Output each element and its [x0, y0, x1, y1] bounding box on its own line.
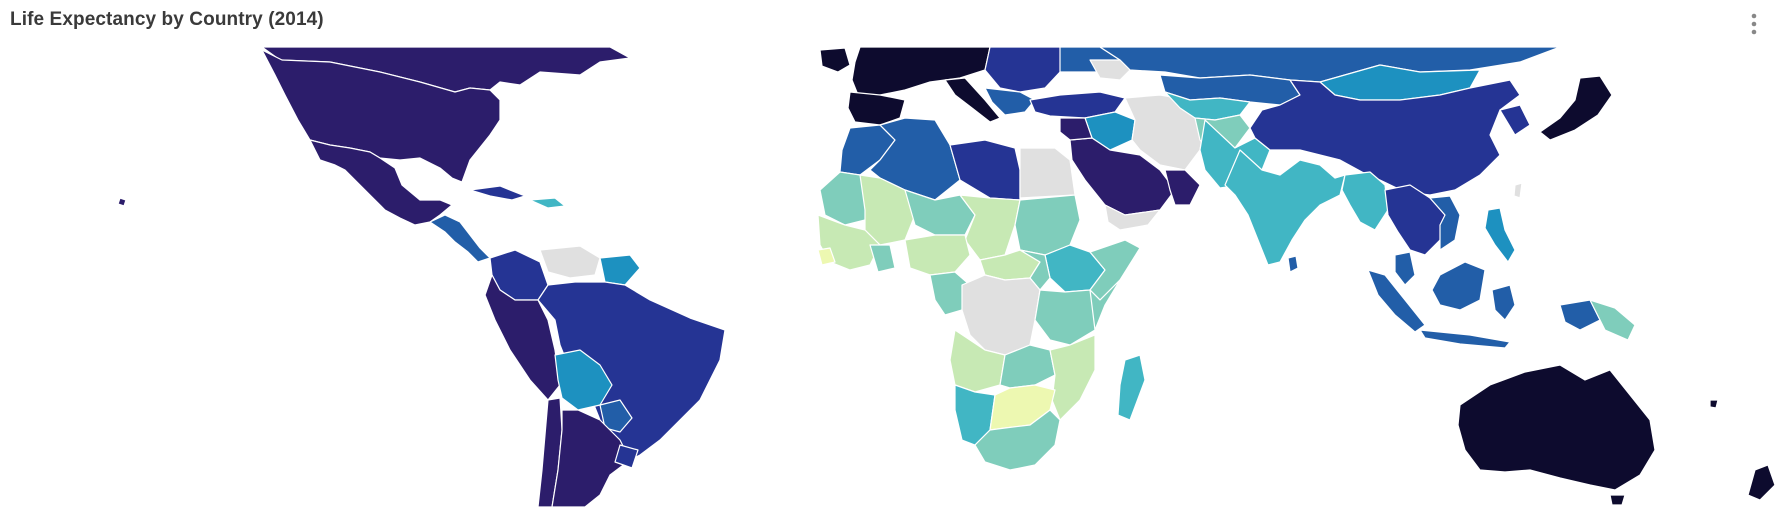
country-china[interactable] [1249, 79, 1521, 196]
country-guianas[interactable] [599, 254, 641, 286]
country-bangladesh-myanmar[interactable] [1341, 171, 1389, 231]
country-philippines[interactable] [1484, 207, 1516, 263]
country-iberia[interactable] [847, 91, 906, 126]
panel-header: Life Expectancy by Country (2014) [0, 0, 1788, 44]
country-india[interactable] [1224, 149, 1346, 266]
more-vertical-icon[interactable] [1740, 10, 1768, 38]
country-balkans[interactable] [984, 87, 1036, 116]
panel-title: Life Expectancy by Country (2014) [10, 9, 324, 30]
country-vietnam[interactable] [1429, 195, 1461, 251]
country-papua-indonesia[interactable] [1559, 299, 1601, 331]
country-zambia[interactable] [999, 344, 1056, 389]
country-mexico[interactable] [309, 139, 453, 226]
country-libya[interactable] [949, 139, 1021, 201]
country-madagascar[interactable] [1117, 354, 1146, 421]
country-nigeria[interactable] [904, 234, 971, 276]
country-hawaii[interactable] [117, 197, 127, 207]
country-caribbean[interactable] [529, 197, 566, 209]
world-map[interactable] [0, 47, 1788, 507]
country-central-america[interactable] [429, 214, 491, 263]
country-uruguay[interactable] [614, 444, 639, 469]
country-sumatra[interactable] [1367, 269, 1426, 333]
country-yemen[interactable] [1104, 204, 1161, 231]
country-sulawesi[interactable] [1491, 284, 1516, 321]
country-mozambique[interactable] [1049, 334, 1096, 421]
country-south-africa[interactable] [974, 409, 1061, 471]
country-australia[interactable] [1457, 364, 1656, 491]
country-thailand-indochina[interactable] [1384, 184, 1446, 256]
country-pacific-islands[interactable] [1709, 399, 1719, 409]
country-tasmania[interactable] [1609, 494, 1626, 506]
country-japan[interactable] [1539, 75, 1613, 141]
country-cuba[interactable] [469, 185, 526, 201]
country-malaysia-peninsula[interactable] [1394, 251, 1416, 286]
country-angola[interactable] [949, 329, 1006, 393]
country-drc[interactable] [961, 274, 1041, 356]
country-israel-jordan[interactable] [1059, 117, 1093, 141]
country-sierra-leone[interactable] [817, 247, 836, 266]
country-borneo[interactable] [1431, 261, 1486, 311]
country-ghana-togo[interactable] [869, 244, 896, 273]
country-kenya-coast[interactable] [1089, 279, 1121, 331]
country-korea[interactable] [1499, 104, 1531, 136]
country-argentina[interactable] [551, 409, 631, 507]
country-java-islands[interactable] [1419, 329, 1511, 349]
country-niger[interactable] [904, 189, 976, 236]
country-taiwan[interactable] [1513, 182, 1523, 199]
country-new-zealand[interactable] [1747, 464, 1776, 501]
country-uk[interactable] [819, 47, 851, 73]
country-caucasus[interactable] [1089, 59, 1131, 81]
country-papua-new-guinea[interactable] [1589, 299, 1636, 341]
country-saudi-arabia[interactable] [1069, 137, 1176, 216]
country-egypt[interactable] [1019, 147, 1076, 199]
country-oman-uae[interactable] [1164, 169, 1201, 206]
country-venezuela[interactable] [539, 245, 601, 279]
country-italy[interactable] [944, 77, 1001, 123]
country-sri-lanka[interactable] [1287, 255, 1299, 273]
choropleth-map[interactable] [0, 47, 1788, 507]
